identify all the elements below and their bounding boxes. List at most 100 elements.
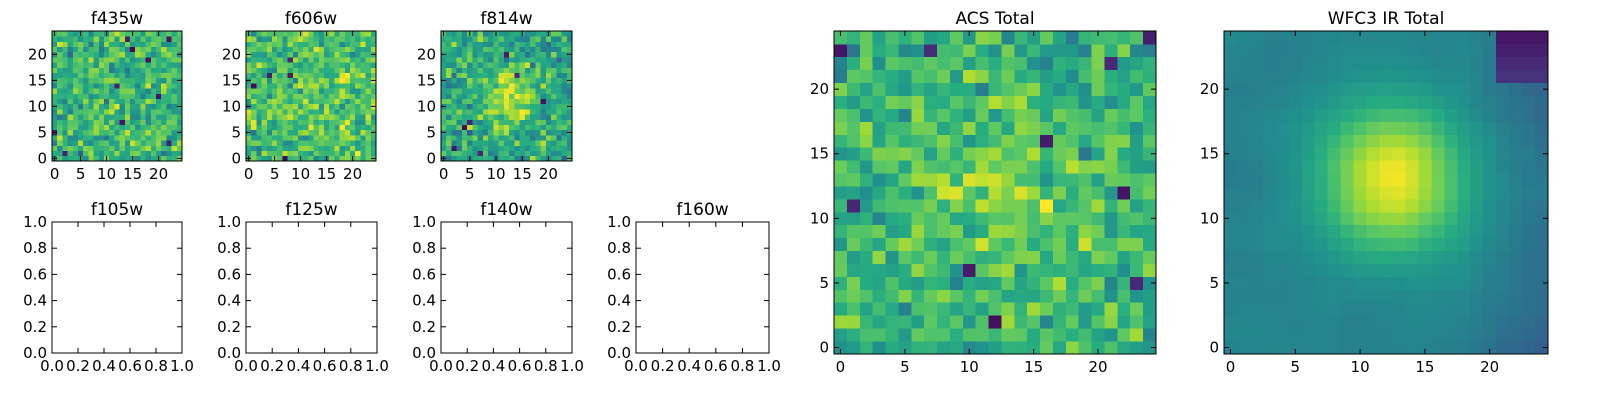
- heatmap-cell: [277, 67, 283, 73]
- heatmap-cell: [498, 41, 505, 47]
- heatmap-cell: [1353, 121, 1367, 135]
- heatmap-cell: [145, 77, 152, 84]
- heatmap-cell: [1001, 263, 1015, 277]
- heatmap-cell: [256, 88, 262, 94]
- heatmap-cell: [467, 124, 473, 131]
- heatmap-cell: [834, 134, 848, 148]
- heatmap-cell: [150, 150, 157, 157]
- heatmap-cell: [1027, 134, 1041, 148]
- heatmap-cell: [360, 77, 366, 84]
- heatmap-cell: [846, 56, 861, 71]
- heatmap-cell: [911, 147, 925, 161]
- heatmap-cell: [355, 67, 361, 73]
- heatmap-cell: [308, 93, 314, 99]
- heatmap-cell: [1340, 43, 1354, 58]
- heatmap-cell: [872, 276, 886, 290]
- heatmap-cell: [109, 98, 115, 105]
- heatmap-cell: [83, 72, 89, 79]
- heatmap-cell: [292, 124, 299, 131]
- heatmap-cell: [456, 67, 463, 73]
- x-tick-label: 5: [1291, 358, 1301, 376]
- heatmap-cell: [451, 129, 458, 136]
- heatmap-cell: [911, 341, 925, 355]
- heatmap-cell: [140, 31, 146, 37]
- heatmap-cell: [975, 341, 989, 355]
- heatmap-cell: [1027, 95, 1041, 109]
- x-tick-label: 0.8: [730, 357, 754, 375]
- heatmap-cell: [1522, 341, 1536, 355]
- heatmap-cell: [272, 51, 278, 58]
- heatmap-cell: [540, 109, 547, 115]
- heatmap-cell: [1418, 31, 1432, 45]
- heatmap-cell: [67, 114, 74, 120]
- heatmap-cell: [1065, 250, 1080, 264]
- heatmap-cell: [859, 31, 874, 45]
- heatmap-cell: [1327, 121, 1342, 135]
- heatmap-cell: [251, 36, 257, 42]
- heatmap-cell: [937, 198, 951, 213]
- heatmap-cell: [62, 129, 68, 136]
- heatmap-cell: [72, 67, 79, 73]
- heatmap-cell: [535, 135, 541, 141]
- heatmap-cell: [161, 119, 167, 125]
- heatmap-cell: [1522, 147, 1536, 161]
- heatmap-cell: [339, 51, 346, 58]
- heatmap-cell: [451, 150, 458, 157]
- heatmap-cell: [514, 77, 520, 84]
- heatmap-cell: [266, 51, 273, 58]
- heatmap-cell: [282, 98, 288, 105]
- heatmap-cell: [467, 93, 473, 99]
- heatmap-cell: [493, 109, 500, 115]
- heatmap-cell: [318, 135, 325, 141]
- heatmap-cell: [365, 129, 372, 136]
- heatmap-cell: [456, 46, 463, 53]
- heatmap-cell: [1522, 263, 1536, 277]
- heatmap-cell: [109, 135, 115, 141]
- heatmap-cell: [477, 51, 484, 58]
- heatmap-cell: [1366, 31, 1380, 45]
- heatmap-cell: [975, 31, 989, 45]
- heatmap-cell: [1340, 250, 1354, 264]
- heatmap-cell: [57, 77, 63, 84]
- heatmap-cell: [1001, 237, 1015, 252]
- heatmap-cell: [261, 114, 268, 120]
- heatmap-cell: [78, 83, 84, 89]
- heatmap-cell: [441, 135, 447, 141]
- heatmap-cell: [872, 211, 886, 226]
- heatmap-cell: [1379, 121, 1393, 135]
- heatmap-cell: [114, 109, 120, 115]
- heatmap-cell: [287, 155, 294, 162]
- heatmap-cell: [1027, 147, 1041, 161]
- heatmap-cell: [166, 46, 172, 53]
- heatmap-cell: [324, 77, 330, 84]
- heatmap-cell: [962, 56, 977, 71]
- heatmap-cell: [52, 46, 58, 53]
- heatmap-cell: [292, 57, 299, 63]
- heatmap-cell: [150, 62, 157, 68]
- heatmap-cell: [924, 237, 938, 252]
- heatmap-cell: [1496, 237, 1510, 252]
- heatmap-cell: [313, 31, 320, 37]
- heatmap-cell: [355, 124, 361, 131]
- heatmap-cell: [176, 150, 183, 157]
- heatmap-cell: [67, 51, 74, 58]
- heatmap-cell: [303, 98, 309, 105]
- heatmap-cell: [509, 67, 515, 73]
- heatmap-cell: [1001, 82, 1015, 96]
- heatmap-cell: [1091, 82, 1105, 96]
- heatmap-cell: [313, 109, 320, 115]
- heatmap-cell: [1275, 302, 1290, 316]
- heatmap-cell: [1104, 108, 1118, 122]
- heatmap-cell: [551, 155, 557, 162]
- heatmap-cell: [1224, 31, 1238, 45]
- heatmap-cell: [975, 211, 989, 226]
- heatmap-cell: [509, 77, 515, 84]
- heatmap-cell: [1014, 95, 1028, 109]
- x-tick-label: 0.6: [313, 357, 337, 375]
- heatmap-cell: [171, 145, 178, 151]
- heatmap-cell: [962, 315, 977, 329]
- heatmap-cell: [1340, 276, 1354, 290]
- heatmap-cell: [859, 108, 874, 122]
- heatmap-cell: [324, 150, 330, 157]
